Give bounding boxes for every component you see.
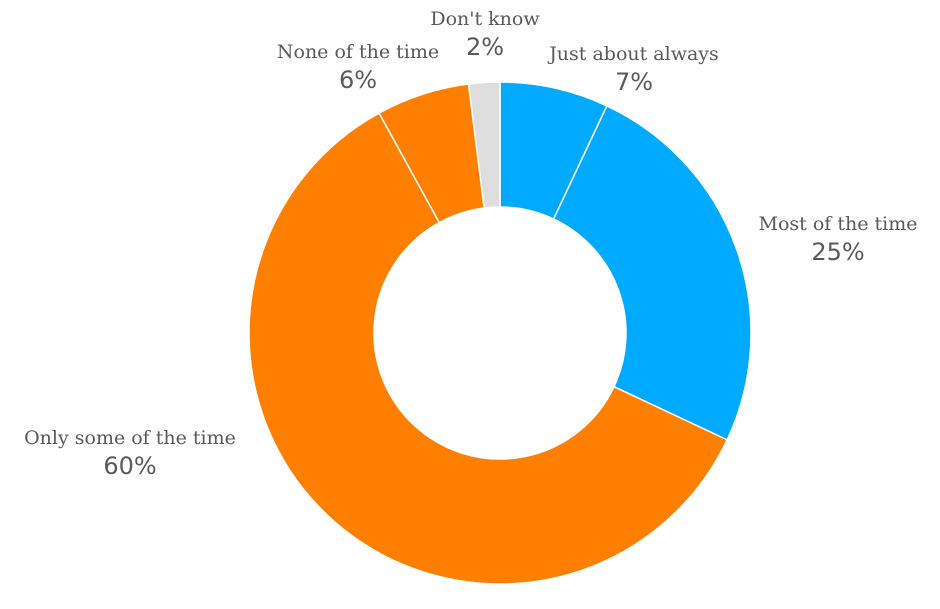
slices-group	[248, 81, 752, 585]
slice-value-most-of-the-time: 25%	[811, 238, 864, 266]
slice-don-t-know	[467, 81, 501, 209]
slice-label-only-some-of-the-time: Only some of the time	[24, 427, 236, 449]
slice-label-just-about-always: Just about always	[547, 43, 719, 65]
slice-label-none-of-the-time: None of the time	[277, 41, 439, 63]
slice-most-of-the-time	[552, 104, 752, 441]
labels-group: Just about always 7% Most of the time 25% On…	[24, 8, 917, 480]
slice-value-none-of-the-time: 6%	[339, 66, 377, 94]
slice-label-most-of-the-time: Most of the time	[759, 213, 918, 235]
slice-value-don-t-know: 2%	[466, 33, 504, 61]
slice-value-just-about-always: 7%	[615, 68, 653, 96]
slice-value-only-some-of-the-time: 60%	[103, 452, 156, 480]
slice-label-don-t-know: Don't know	[430, 8, 540, 30]
slice-only-some-of-the-time	[248, 112, 729, 585]
